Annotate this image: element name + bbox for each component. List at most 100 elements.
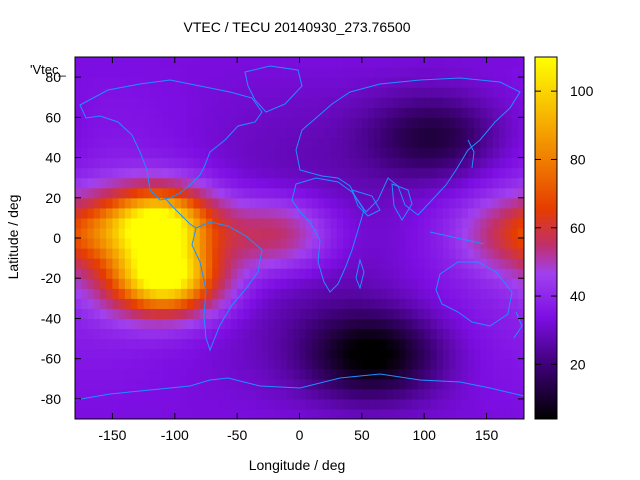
heatmap-cell (361, 57, 369, 68)
heatmap-cell (218, 358, 226, 370)
heatmap-cell (93, 127, 101, 139)
heatmap-cell (368, 117, 375, 128)
heatmap-cell (274, 197, 282, 209)
heatmap-cell (287, 147, 294, 159)
heatmap-cell (81, 67, 89, 78)
heatmap-cell (131, 368, 138, 380)
heatmap-cell (274, 97, 282, 108)
heatmap-cell (99, 388, 107, 400)
heatmap-cell (361, 408, 369, 419)
heatmap-cell (187, 308, 195, 320)
heatmap-cell (205, 398, 213, 410)
heatmap-cell (205, 207, 213, 219)
heatmap-cell (262, 278, 269, 289)
heatmap-cell (268, 298, 276, 309)
heatmap-cell (99, 217, 107, 229)
heatmap-cell (442, 127, 450, 139)
heatmap-cell (324, 368, 332, 380)
heatmap-cell (499, 358, 506, 370)
heatmap-cell (330, 348, 338, 360)
heatmap-cell (386, 167, 394, 179)
heatmap-cell (355, 308, 363, 320)
heatmap-cell (405, 288, 413, 299)
heatmap-cell (268, 77, 276, 88)
heatmap-cell (318, 197, 326, 209)
heatmap-cell (336, 117, 344, 128)
coastline-central-america (164, 197, 197, 229)
heatmap-cell (93, 338, 101, 350)
heatmap-cell (511, 338, 519, 350)
heatmap-cell (131, 167, 138, 179)
heatmap-cell (343, 207, 350, 219)
heatmap-cell (311, 227, 319, 239)
heatmap-cell (230, 227, 238, 239)
heatmap-cell (492, 157, 500, 169)
heatmap-cell (386, 157, 394, 169)
heatmap-cell (417, 87, 425, 98)
heatmap-cell (262, 217, 269, 229)
heatmap-cell (417, 348, 425, 360)
heatmap-cell (156, 57, 163, 68)
heatmap-cell (168, 348, 176, 360)
heatmap-cell (386, 87, 394, 98)
heatmap-cell (218, 187, 226, 199)
heatmap-cell (499, 348, 506, 360)
heatmap-cell (230, 288, 238, 299)
heatmap-cell (237, 57, 244, 68)
heatmap-cell (343, 318, 350, 330)
heatmap-cell (330, 398, 338, 410)
heatmap-cell (106, 87, 114, 98)
heatmap-cell (87, 127, 95, 139)
heatmap-cell (424, 127, 432, 139)
heatmap-cell (149, 308, 157, 320)
heatmap-cell (224, 197, 232, 209)
heatmap-cell (224, 248, 232, 259)
heatmap-cell (218, 127, 226, 139)
heatmap-cell (156, 197, 163, 209)
heatmap-cell (212, 268, 220, 279)
heatmap-cell (467, 298, 475, 309)
heatmap-cell (361, 398, 369, 410)
heatmap-cell (393, 227, 400, 239)
heatmap-cell (93, 57, 101, 68)
heatmap-cell (499, 308, 506, 320)
heatmap-cell (118, 147, 126, 159)
y-axis-label: Latitude / deg (5, 195, 21, 280)
heatmap-cell (287, 77, 294, 88)
heatmap-cell (118, 77, 126, 88)
heatmap-cell (411, 268, 419, 279)
heatmap-cell (424, 187, 432, 199)
heatmap-cell (349, 248, 357, 259)
heatmap-cell (517, 137, 524, 149)
heatmap-cell (274, 408, 282, 419)
heatmap-cell (442, 117, 450, 128)
heatmap-cell (106, 187, 114, 199)
heatmap-cell (274, 388, 282, 400)
heatmap-cell (168, 167, 176, 179)
heatmap-cell (293, 207, 301, 219)
heatmap-cell (386, 227, 394, 239)
heatmap-cell (137, 217, 145, 229)
heatmap-cell (268, 368, 276, 380)
heatmap-cell (343, 248, 350, 259)
heatmap-cell (430, 348, 438, 360)
heatmap-cell (243, 408, 251, 419)
heatmap-cell (380, 207, 388, 219)
heatmap-cell (486, 177, 494, 189)
heatmap-cell (243, 97, 251, 108)
heatmap-cell (162, 268, 170, 279)
heatmap-cell (455, 398, 463, 410)
heatmap-cell (75, 117, 82, 128)
heatmap-cell (461, 227, 469, 239)
heatmap-cell (343, 388, 350, 400)
heatmap-cell (174, 398, 182, 410)
heatmap-cell (405, 408, 413, 419)
heatmap-cell (442, 177, 450, 189)
heatmap-cell (149, 328, 157, 340)
heatmap-cell (486, 358, 494, 370)
heatmap-cell (112, 328, 120, 340)
heatmap-cell (293, 87, 301, 98)
heatmap-cell (305, 288, 313, 299)
heatmap-cell (212, 338, 220, 350)
heatmap-cell (143, 127, 151, 139)
